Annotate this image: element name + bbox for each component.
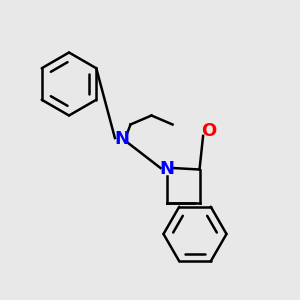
Text: N: N [114, 130, 129, 148]
Text: N: N [159, 160, 174, 178]
Text: O: O [201, 122, 216, 140]
